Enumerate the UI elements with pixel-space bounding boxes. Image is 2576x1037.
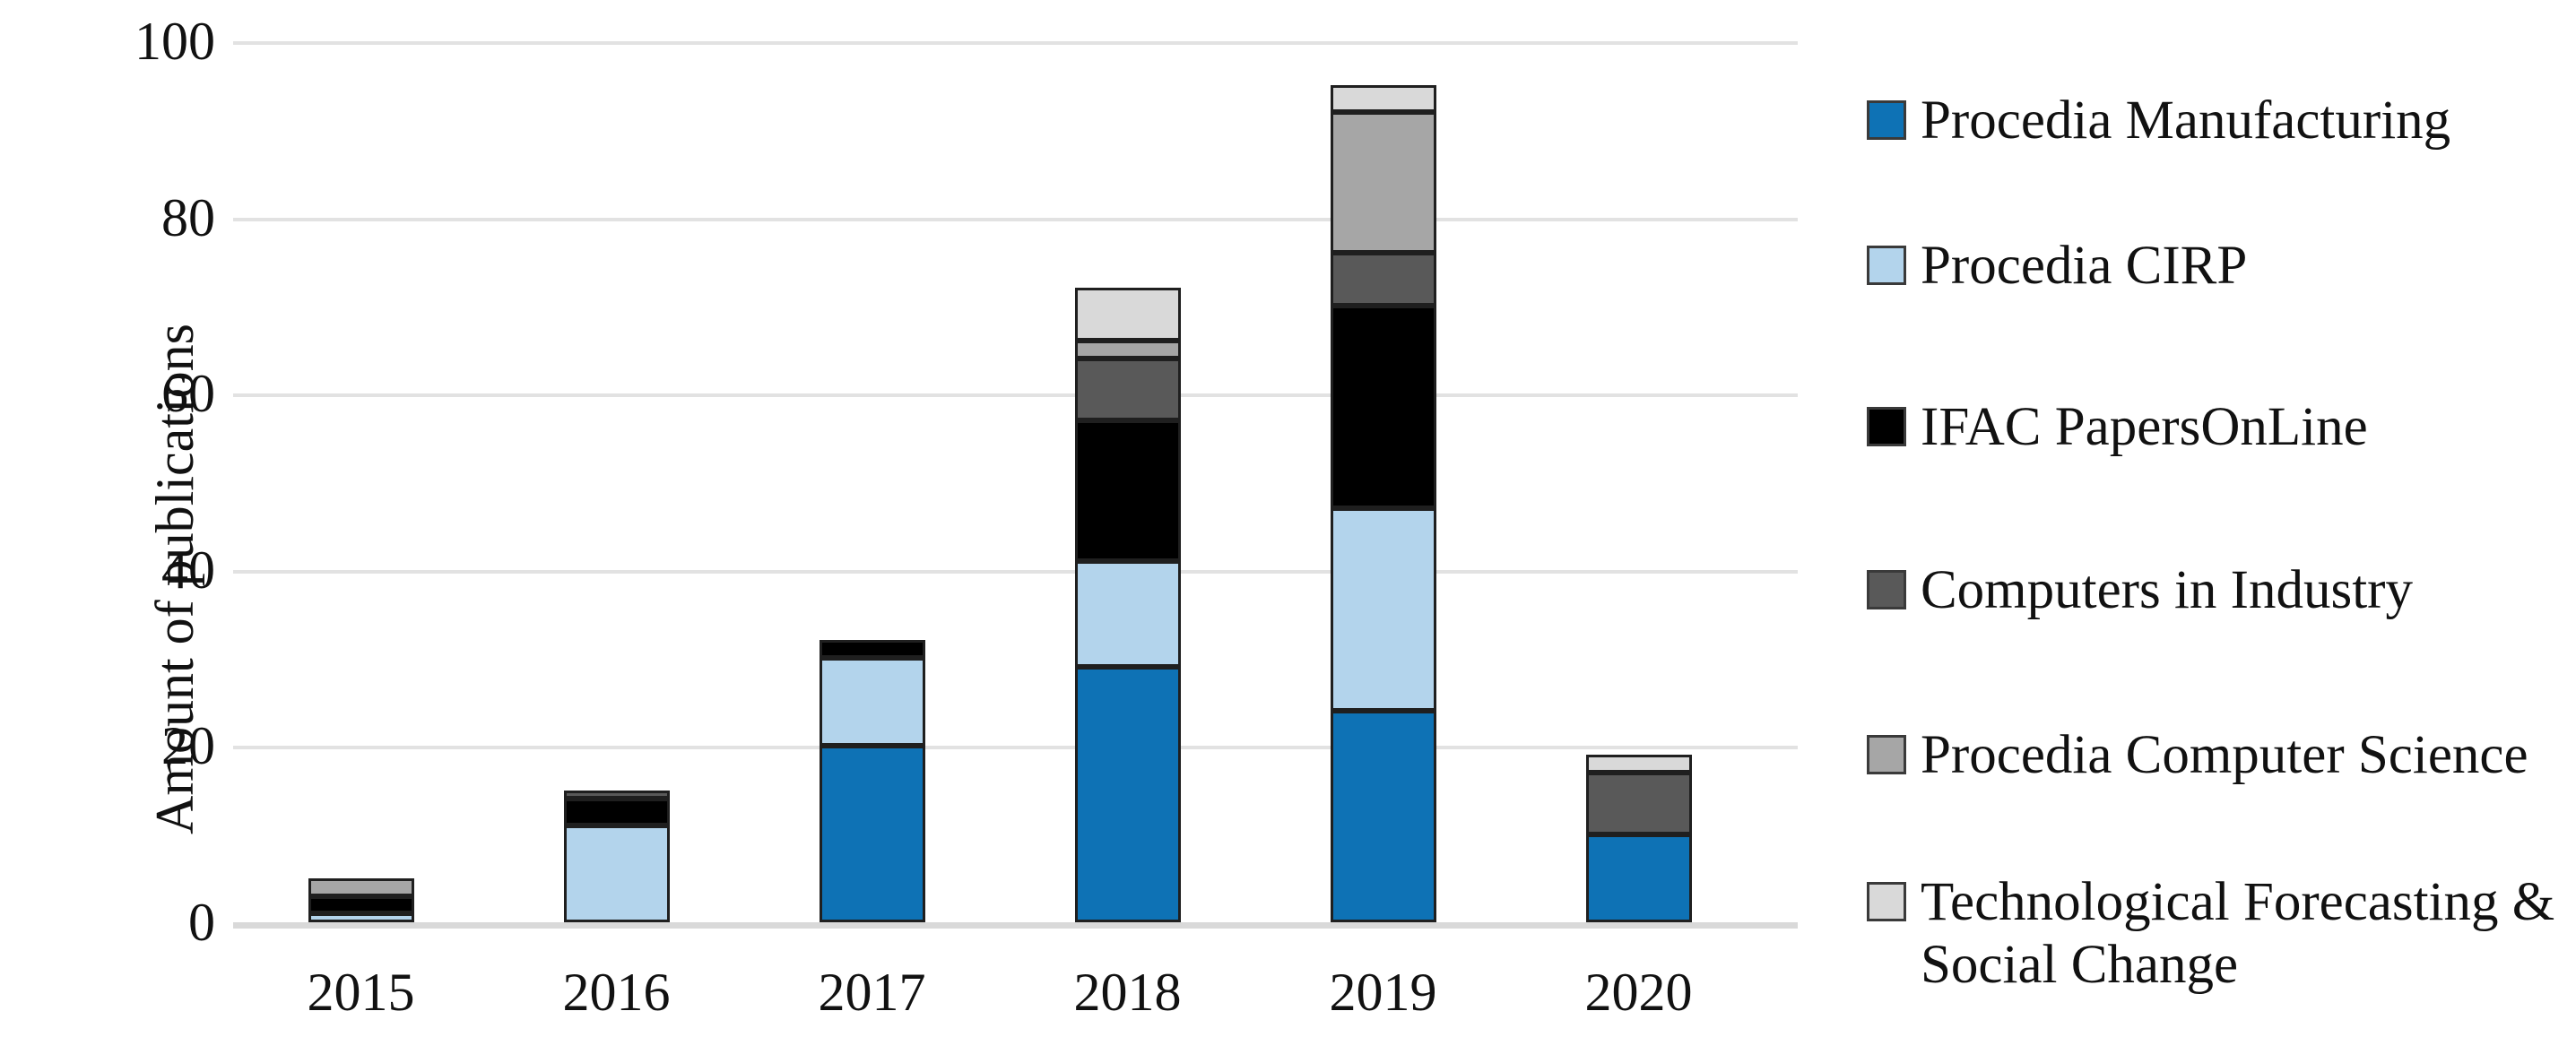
bar-segment-2018-procedia-computer-science xyxy=(1074,341,1181,359)
x-axis-baseline xyxy=(233,922,1798,929)
bar-segment-2015-procedia-computer-science xyxy=(308,877,414,896)
bar-segment-2019-procedia-manufacturing xyxy=(1330,711,1436,922)
legend-label: IFAC PapersOnLine xyxy=(1921,397,2368,457)
bar-segment-2020-computers-in-industry xyxy=(1585,772,1692,834)
legend-item-computers-in-industry: Computers in Industry xyxy=(1867,559,2566,622)
legend-label: Procedia CIRP xyxy=(1921,236,2248,296)
gridline-y-40 xyxy=(233,569,1798,574)
legend-swatch xyxy=(1867,100,1906,140)
legend-item-ifac-papersonline: IFAC PapersOnLine xyxy=(1867,396,2566,459)
y-tick-label-40: 40 xyxy=(161,540,215,600)
bar-segment-2018-technological-forecasting-social-change xyxy=(1074,288,1181,341)
bar-segment-2016-procedia-cirp xyxy=(563,825,670,922)
bar-segment-2017-ifac-papersonline xyxy=(819,640,925,659)
x-tick-label-2020: 2020 xyxy=(1584,963,1693,1022)
x-tick-label-2018: 2018 xyxy=(1073,963,1182,1022)
legend-label: Procedia Manufacturing xyxy=(1921,91,2451,151)
x-tick-label-2019: 2019 xyxy=(1329,963,1437,1022)
bar-segment-2018-procedia-manufacturing xyxy=(1074,666,1181,922)
legend-label: Technological Forecasting & Social Chang… xyxy=(1921,872,2555,995)
bar-segment-2018-ifac-papersonline xyxy=(1074,419,1181,561)
bar-segment-2019-technological-forecasting-social-change xyxy=(1330,85,1436,112)
x-tick-label-2015: 2015 xyxy=(307,963,415,1022)
bar-segment-2019-procedia-computer-science xyxy=(1330,111,1436,253)
x-tick-label-2016: 2016 xyxy=(562,963,671,1022)
y-tick-label-0: 0 xyxy=(188,893,215,952)
legend-swatch xyxy=(1867,882,1906,921)
bar-segment-2019-procedia-cirp xyxy=(1330,508,1436,712)
legend-swatch xyxy=(1867,246,1906,285)
legend-label: Procedia Computer Science xyxy=(1921,725,2528,785)
bar-segment-2017-procedia-manufacturing xyxy=(819,746,925,922)
gridline-y-100 xyxy=(233,41,1798,45)
legend-swatch xyxy=(1867,570,1906,609)
y-tick-label-60: 60 xyxy=(161,364,215,424)
legend-swatch xyxy=(1867,735,1906,774)
y-tick-label-20: 20 xyxy=(161,716,215,776)
bar-segment-2020-procedia-manufacturing xyxy=(1585,834,1692,922)
legend-item-procedia-computer-science: Procedia Computer Science xyxy=(1867,724,2566,787)
legend-swatch xyxy=(1867,407,1906,446)
bar-segment-2016-ifac-papersonline xyxy=(563,799,670,825)
bar-segment-2015-ifac-papersonline xyxy=(308,895,414,914)
gridline-y-20 xyxy=(233,746,1798,750)
bar-segment-2020-technological-forecasting-social-change xyxy=(1585,755,1692,773)
bar-segment-2016-computers-in-industry xyxy=(563,790,670,799)
gridline-y-80 xyxy=(233,217,1798,221)
legend-label: Computers in Industry xyxy=(1921,560,2413,620)
bar-segment-2019-ifac-papersonline xyxy=(1330,305,1436,508)
bar-segment-2018-computers-in-industry xyxy=(1074,358,1181,420)
y-tick-label-100: 100 xyxy=(134,12,215,71)
bar-segment-2018-procedia-cirp xyxy=(1074,560,1181,667)
bar-segment-2019-computers-in-industry xyxy=(1330,252,1436,306)
legend-item-technological-forecasting-social-change: Technological Forecasting & Social Chang… xyxy=(1867,871,2566,997)
plot-area xyxy=(233,41,1798,929)
x-tick-label-2017: 2017 xyxy=(818,963,926,1022)
bar-segment-2015-procedia-cirp xyxy=(308,913,414,922)
y-tick-label-80: 80 xyxy=(161,187,215,247)
legend-item-procedia-manufacturing: Procedia Manufacturing xyxy=(1867,90,2566,152)
legend-item-procedia-cirp: Procedia CIRP xyxy=(1867,235,2566,298)
gridline-y-60 xyxy=(233,393,1798,398)
bar-segment-2017-procedia-cirp xyxy=(819,658,925,747)
